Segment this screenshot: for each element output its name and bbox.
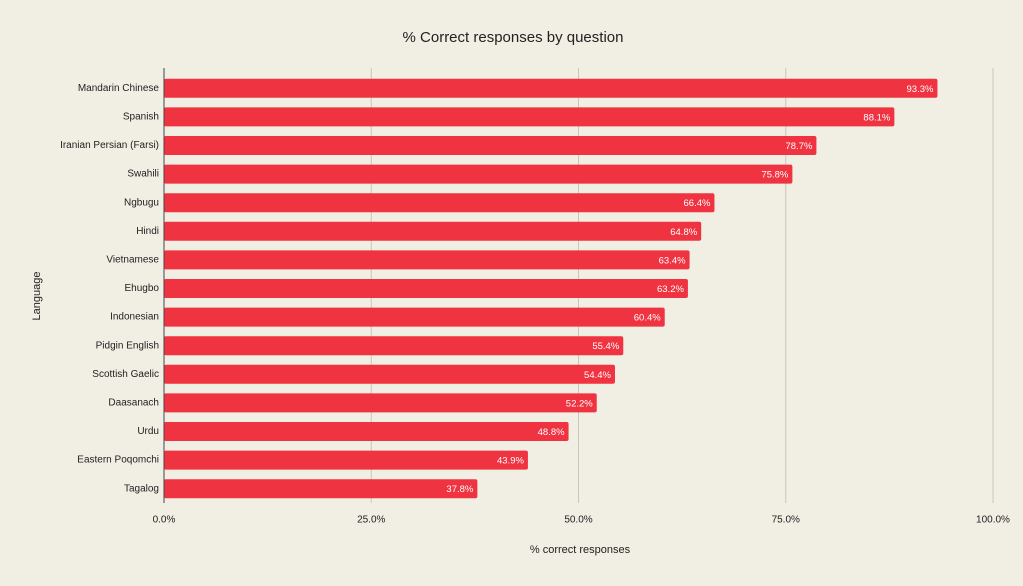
y-tick-label: Iranian Persian (Farsi) xyxy=(60,140,159,151)
bar xyxy=(164,250,690,270)
bar xyxy=(164,450,528,470)
bar xyxy=(164,164,793,184)
value-label: 52.2% xyxy=(566,398,593,409)
y-tick-label: Scottish Gaelic xyxy=(92,369,159,380)
y-tick-label: Tagalog xyxy=(124,483,159,494)
value-label: 48.8% xyxy=(538,427,565,438)
y-tick-label: Ngbugu xyxy=(124,197,159,208)
x-tick-label: 50.0% xyxy=(564,515,592,526)
value-label: 78.7% xyxy=(785,141,812,152)
bar xyxy=(164,336,624,356)
y-tick-label: Spanish xyxy=(123,112,159,123)
y-tick-label: Eastern Poqomchi xyxy=(77,455,159,466)
bar xyxy=(164,307,665,327)
value-label: 60.4% xyxy=(634,313,661,324)
x-tick-label: 25.0% xyxy=(357,515,385,526)
value-label: 66.4% xyxy=(684,198,711,209)
y-tick-label: Swahili xyxy=(127,169,159,180)
y-tick-label: Pidgin English xyxy=(96,340,159,351)
bar xyxy=(164,221,702,241)
y-tick-label: Vietnamese xyxy=(106,255,159,266)
x-axis-title: % correct responses xyxy=(530,544,631,556)
bar xyxy=(164,78,938,98)
bar xyxy=(164,279,688,298)
y-tick-label: Mandarin Chinese xyxy=(78,83,160,94)
bar xyxy=(164,422,569,441)
x-tick-label: 0.0% xyxy=(153,515,176,526)
x-tick-label: 75.0% xyxy=(772,515,800,526)
bar xyxy=(164,364,615,384)
value-label: 75.8% xyxy=(761,170,788,181)
value-label: 43.9% xyxy=(497,456,524,467)
chart-title: % Correct responses by question xyxy=(403,29,624,46)
y-axis-title: Language xyxy=(31,272,43,321)
value-label: 63.2% xyxy=(657,284,684,295)
y-tick-label: Daasanach xyxy=(108,398,159,409)
y-tick-label: Hindi xyxy=(136,226,159,237)
x-tick-label: 100.0% xyxy=(976,515,1010,526)
value-label: 88.1% xyxy=(863,112,890,123)
y-tick-label: Ehugbo xyxy=(125,283,160,294)
value-label: 93.3% xyxy=(907,84,934,95)
bar xyxy=(164,479,478,499)
value-label: 63.4% xyxy=(659,255,686,266)
value-label: 37.8% xyxy=(446,484,473,495)
bar xyxy=(164,393,597,413)
bar xyxy=(164,107,895,127)
value-label: 64.8% xyxy=(670,227,697,238)
value-label: 55.4% xyxy=(592,341,619,352)
y-tick-label: Urdu xyxy=(137,426,159,437)
bar xyxy=(164,193,715,213)
value-label: 54.4% xyxy=(584,370,611,381)
bar xyxy=(164,136,817,155)
y-tick-label: Indonesian xyxy=(110,312,159,323)
